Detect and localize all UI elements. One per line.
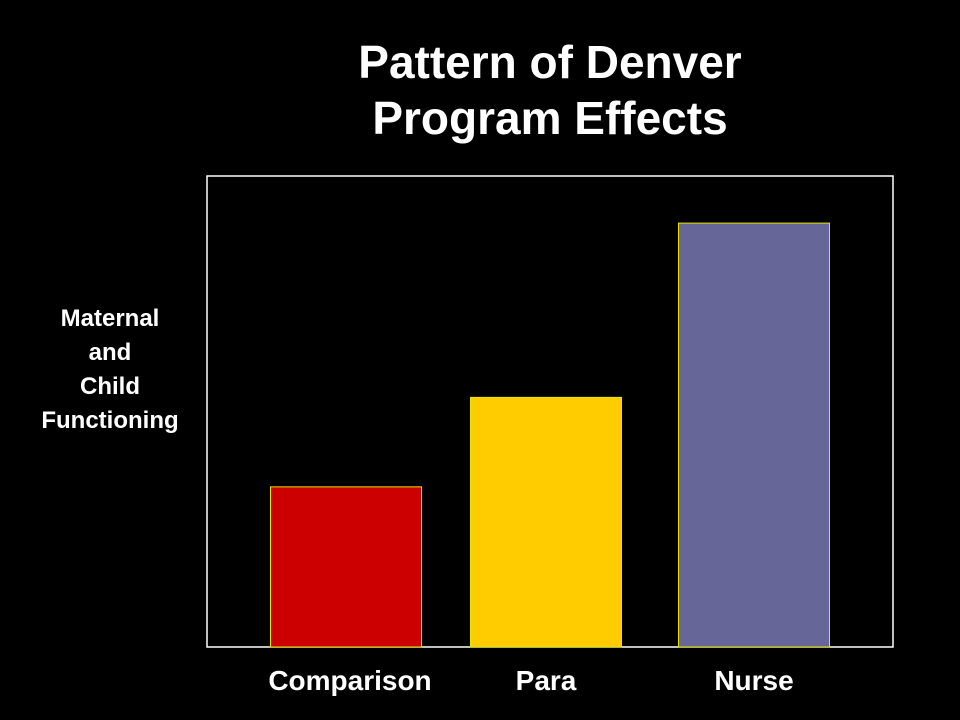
bar-para xyxy=(470,396,622,648)
y-axis-label-line-3: Child xyxy=(80,373,140,400)
chart-title-line-2: Program Effects xyxy=(372,92,728,144)
chart-title: Pattern of Denver Program Effects xyxy=(320,34,780,146)
chart-title-line-1: Pattern of Denver xyxy=(358,36,742,88)
y-axis-label-line-4: Functioning xyxy=(41,407,179,434)
category-label-nurse: Nurse xyxy=(714,665,793,696)
y-axis-label-line-2: and xyxy=(88,339,132,366)
y-axis-label-line-1: Maternal xyxy=(60,305,160,332)
category-label-para: Para xyxy=(516,665,577,696)
y-axis-label: Maternal and Child Functioning xyxy=(0,302,220,438)
bar-nurse xyxy=(678,222,830,648)
category-label-group: Comparison Para Nurse xyxy=(268,665,793,696)
bar-group xyxy=(270,222,830,648)
bar-comparison xyxy=(270,486,422,648)
category-label-comparison: Comparison xyxy=(268,665,431,696)
